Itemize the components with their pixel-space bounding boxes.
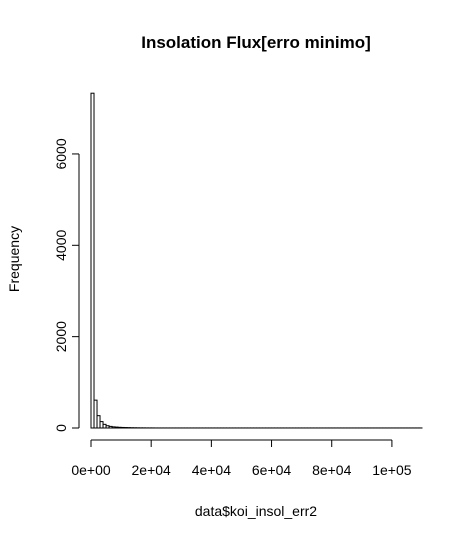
x-axis-label: data$koi_insol_err2 <box>195 503 317 519</box>
x-tick-label-2: 4e+04 <box>192 462 232 478</box>
x-tick-label-4: 8e+04 <box>312 462 352 478</box>
chart-title: Insolation Flux[erro minimo] <box>141 33 371 52</box>
x-tick-label-5: 1e+05 <box>372 462 412 478</box>
histogram-bar-1 <box>93 399 98 429</box>
y-axis-label: Frequency <box>6 226 22 292</box>
y-tick-label-3: 6000 <box>53 138 69 169</box>
histogram-bars <box>90 92 423 429</box>
x-tick-label-3: 6e+04 <box>252 462 292 478</box>
x-tick-label-1: 2e+04 <box>132 462 172 478</box>
histogram-bar-0 <box>90 92 95 429</box>
y-tick-label-0: 0 <box>53 424 69 432</box>
y-tick-label-2: 4000 <box>53 230 69 261</box>
x-axis: 0e+00 2e+04 4e+04 6e+04 8e+04 1e+05 <box>71 439 412 478</box>
y-tick-label-1: 2000 <box>53 321 69 352</box>
y-axis: 0 2000 4000 6000 <box>53 138 80 432</box>
x-tick-label-0: 0e+00 <box>71 462 111 478</box>
